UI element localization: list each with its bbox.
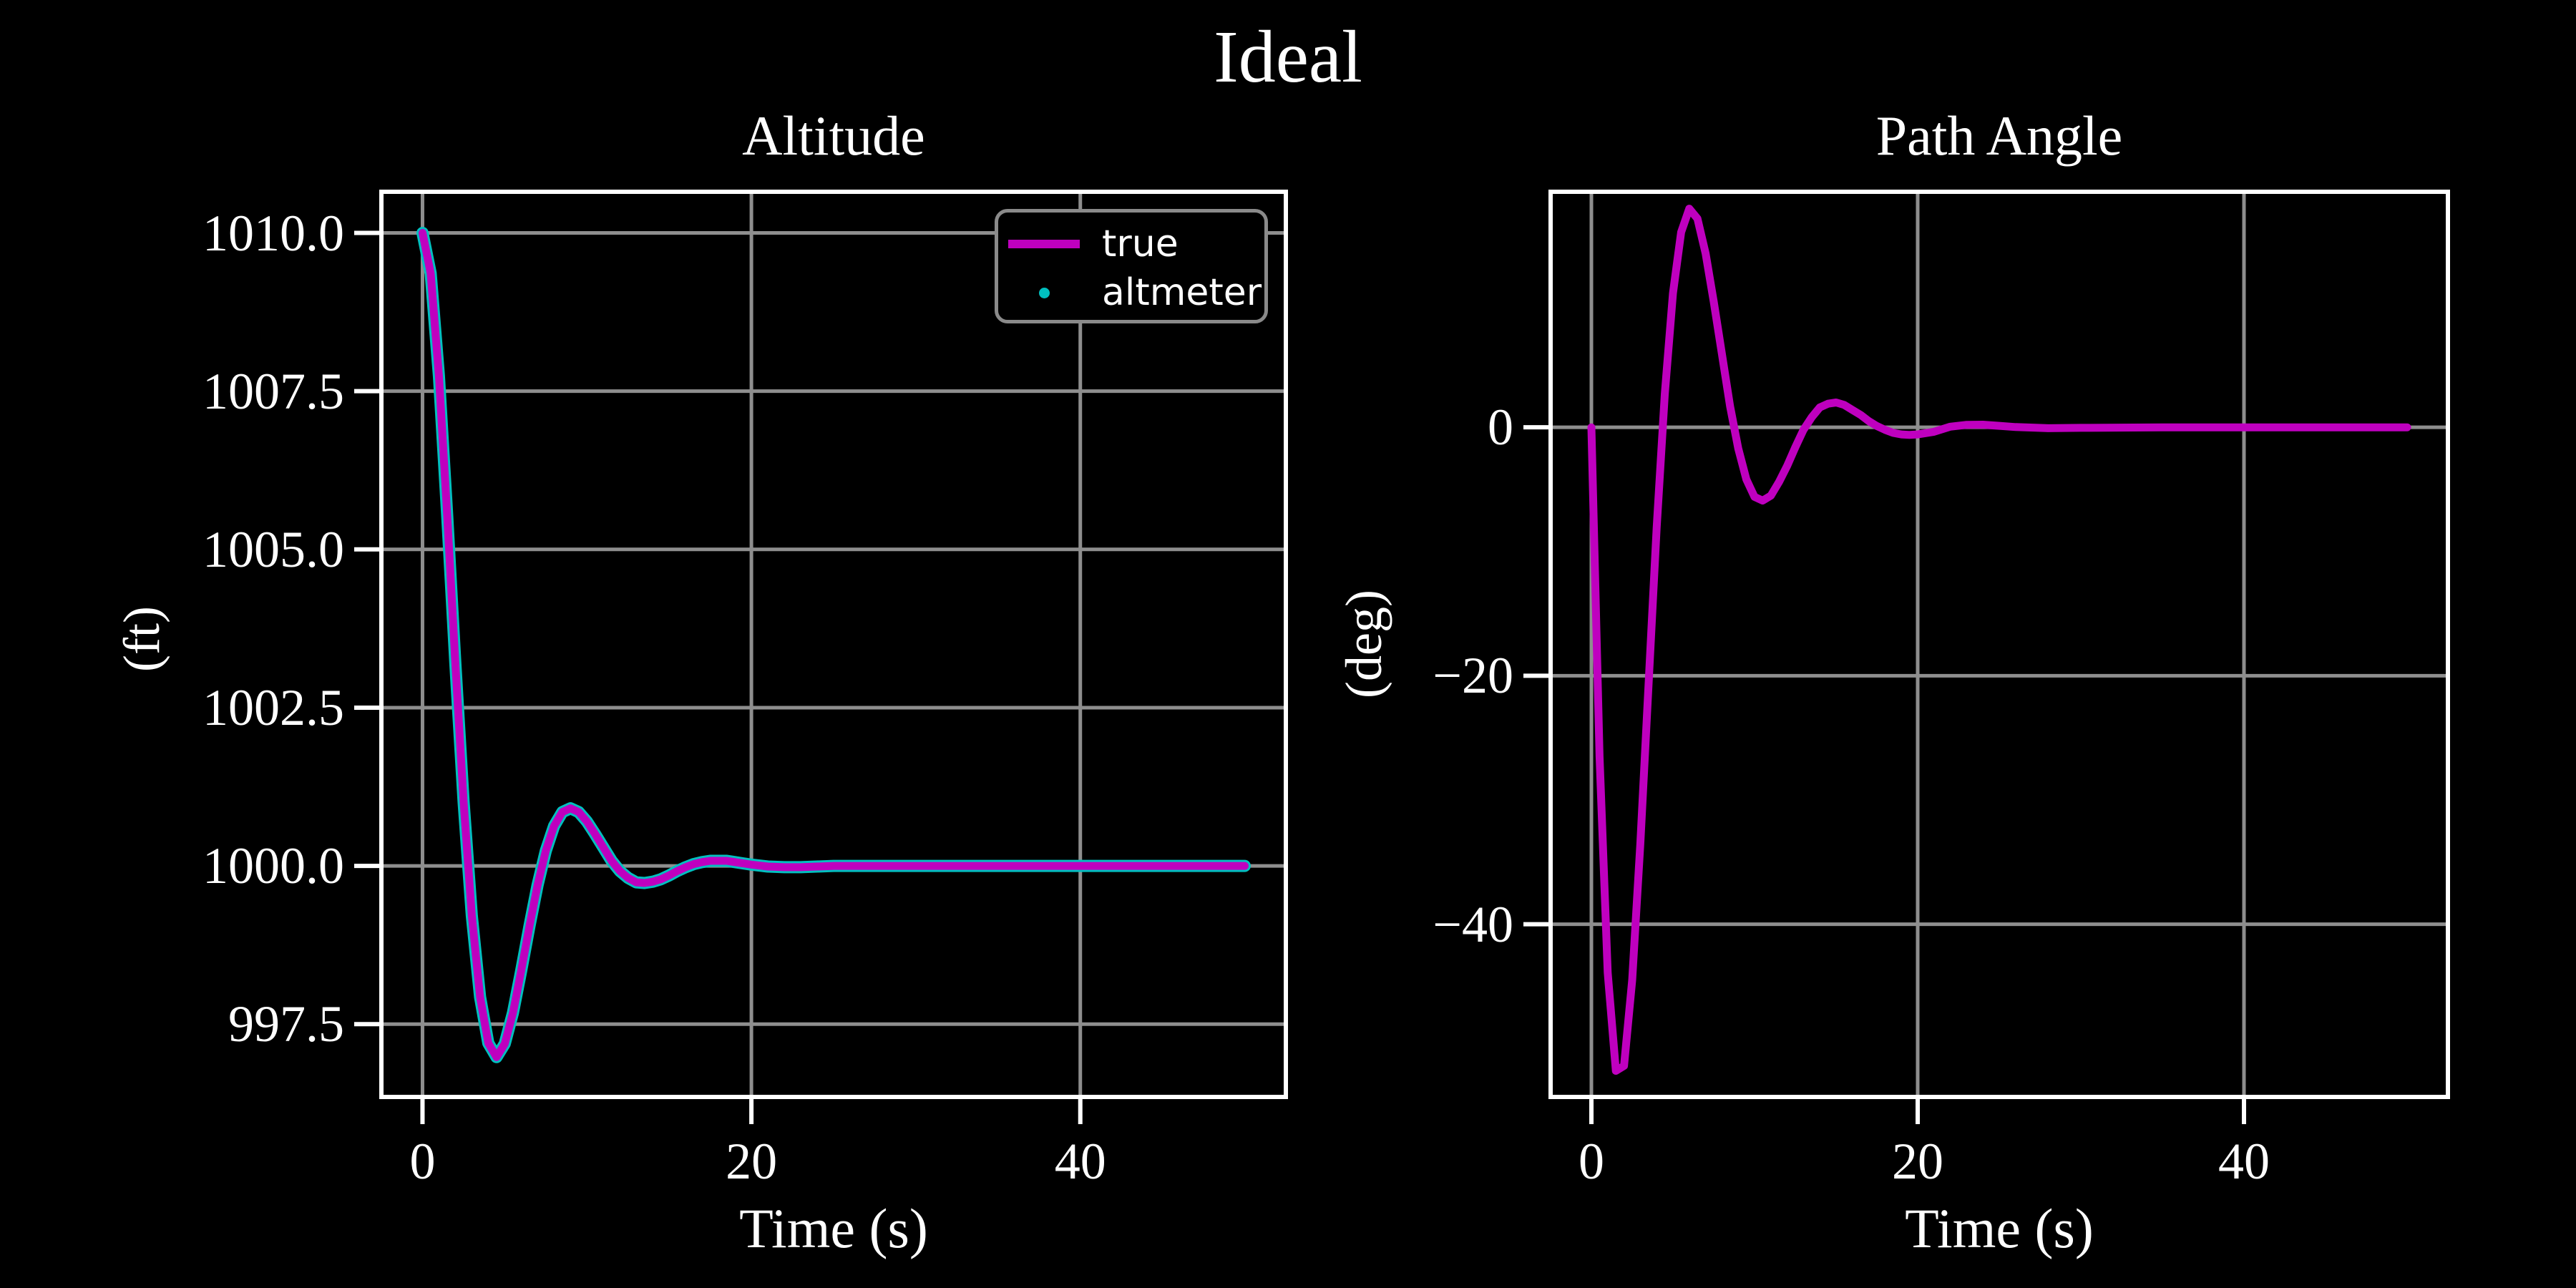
altitude-chart-canvas <box>354 190 1288 1124</box>
x-tick-label: 20 <box>1892 1133 1943 1190</box>
legend-swatch-cell <box>1008 287 1080 298</box>
legend-swatch-cell <box>1008 240 1080 248</box>
axes-spines <box>379 190 1288 1099</box>
y-tick-label: 1010.0 <box>203 204 344 262</box>
legend-label-true: true <box>1102 223 1179 265</box>
y-tick-label: 1007.5 <box>203 362 344 420</box>
x-tick-label: 0 <box>1579 1133 1604 1190</box>
x-tick-label: 0 <box>409 1133 436 1190</box>
path-angle-plot-title: Path Angle <box>1875 104 2123 167</box>
x-tick-label: 40 <box>2218 1133 2270 1190</box>
series-true <box>1587 205 2411 1075</box>
legend-dot-swatch <box>1038 287 1050 298</box>
series-true <box>419 229 1249 1061</box>
y-tick-label: 1005.0 <box>203 520 344 578</box>
y-tick-label: 1000.0 <box>203 837 344 895</box>
y-tick-label: −20 <box>1433 647 1513 705</box>
y-tick-label: 997.5 <box>228 995 344 1053</box>
legend-entry-altmeter: altmeter <box>1008 268 1264 317</box>
figure-title: Ideal <box>1214 16 1362 98</box>
series-altmeter <box>416 227 1251 1063</box>
y-tick-label: 0 <box>1488 399 1513 457</box>
altitude-xlabel: Time (s) <box>739 1197 928 1259</box>
path-angle-xlabel: Time (s) <box>1905 1197 2094 1259</box>
legend: true altmeter <box>995 209 1268 323</box>
x-tick-label: 40 <box>1054 1133 1106 1190</box>
y-tick-label: −40 <box>1433 895 1513 953</box>
x-tick-label: 20 <box>726 1133 778 1190</box>
axes-spines <box>1548 190 2450 1099</box>
y-tick-label: 1002.5 <box>203 678 344 736</box>
path-angle-ylabel: (deg) <box>1335 590 1392 698</box>
legend-entry-true: true <box>1008 220 1264 268</box>
altitude-plot-title: Altitude <box>742 104 925 167</box>
legend-line-swatch <box>1008 240 1080 248</box>
legend-label-altmeter: altmeter <box>1102 271 1262 314</box>
path-angle-chart-canvas <box>1523 190 2450 1124</box>
